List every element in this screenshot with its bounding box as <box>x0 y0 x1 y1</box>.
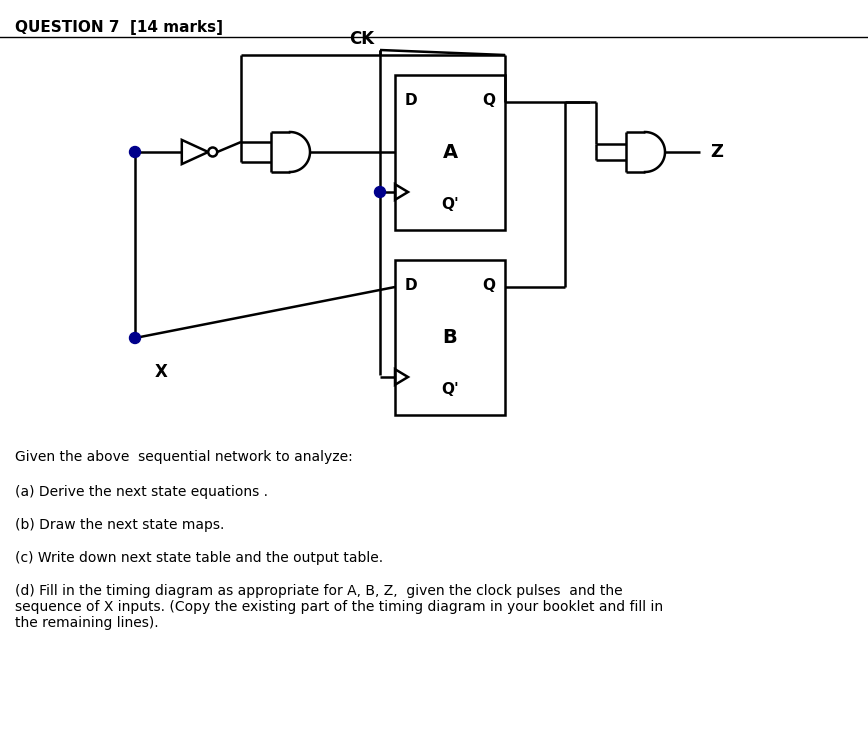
Text: (b) Draw the next state maps.: (b) Draw the next state maps. <box>15 518 224 532</box>
Text: (a) Derive the next state equations .: (a) Derive the next state equations . <box>15 485 268 499</box>
Text: D: D <box>405 278 418 293</box>
Text: Q: Q <box>482 93 495 108</box>
Text: B: B <box>443 328 457 347</box>
Text: Q: Q <box>482 278 495 293</box>
Text: (d) Fill in the timing diagram as appropriate for A, B, Z,  given the clock puls: (d) Fill in the timing diagram as approp… <box>15 584 663 631</box>
Text: Given the above  sequential network to analyze:: Given the above sequential network to an… <box>15 450 352 464</box>
Text: (c) Write down next state table and the output table.: (c) Write down next state table and the … <box>15 551 383 565</box>
Circle shape <box>129 146 141 157</box>
Text: Z: Z <box>710 143 723 161</box>
Text: X: X <box>155 363 168 381</box>
Text: QUESTION 7  [14 marks]: QUESTION 7 [14 marks] <box>15 20 223 35</box>
Circle shape <box>208 148 217 157</box>
Text: Q': Q' <box>441 197 459 212</box>
Text: Q': Q' <box>441 382 459 397</box>
Circle shape <box>129 332 141 343</box>
Text: CK: CK <box>350 30 375 48</box>
Bar <box>395 75 505 230</box>
Text: D: D <box>405 93 418 108</box>
Text: A: A <box>443 143 457 162</box>
Bar <box>395 260 505 415</box>
Circle shape <box>374 187 385 198</box>
